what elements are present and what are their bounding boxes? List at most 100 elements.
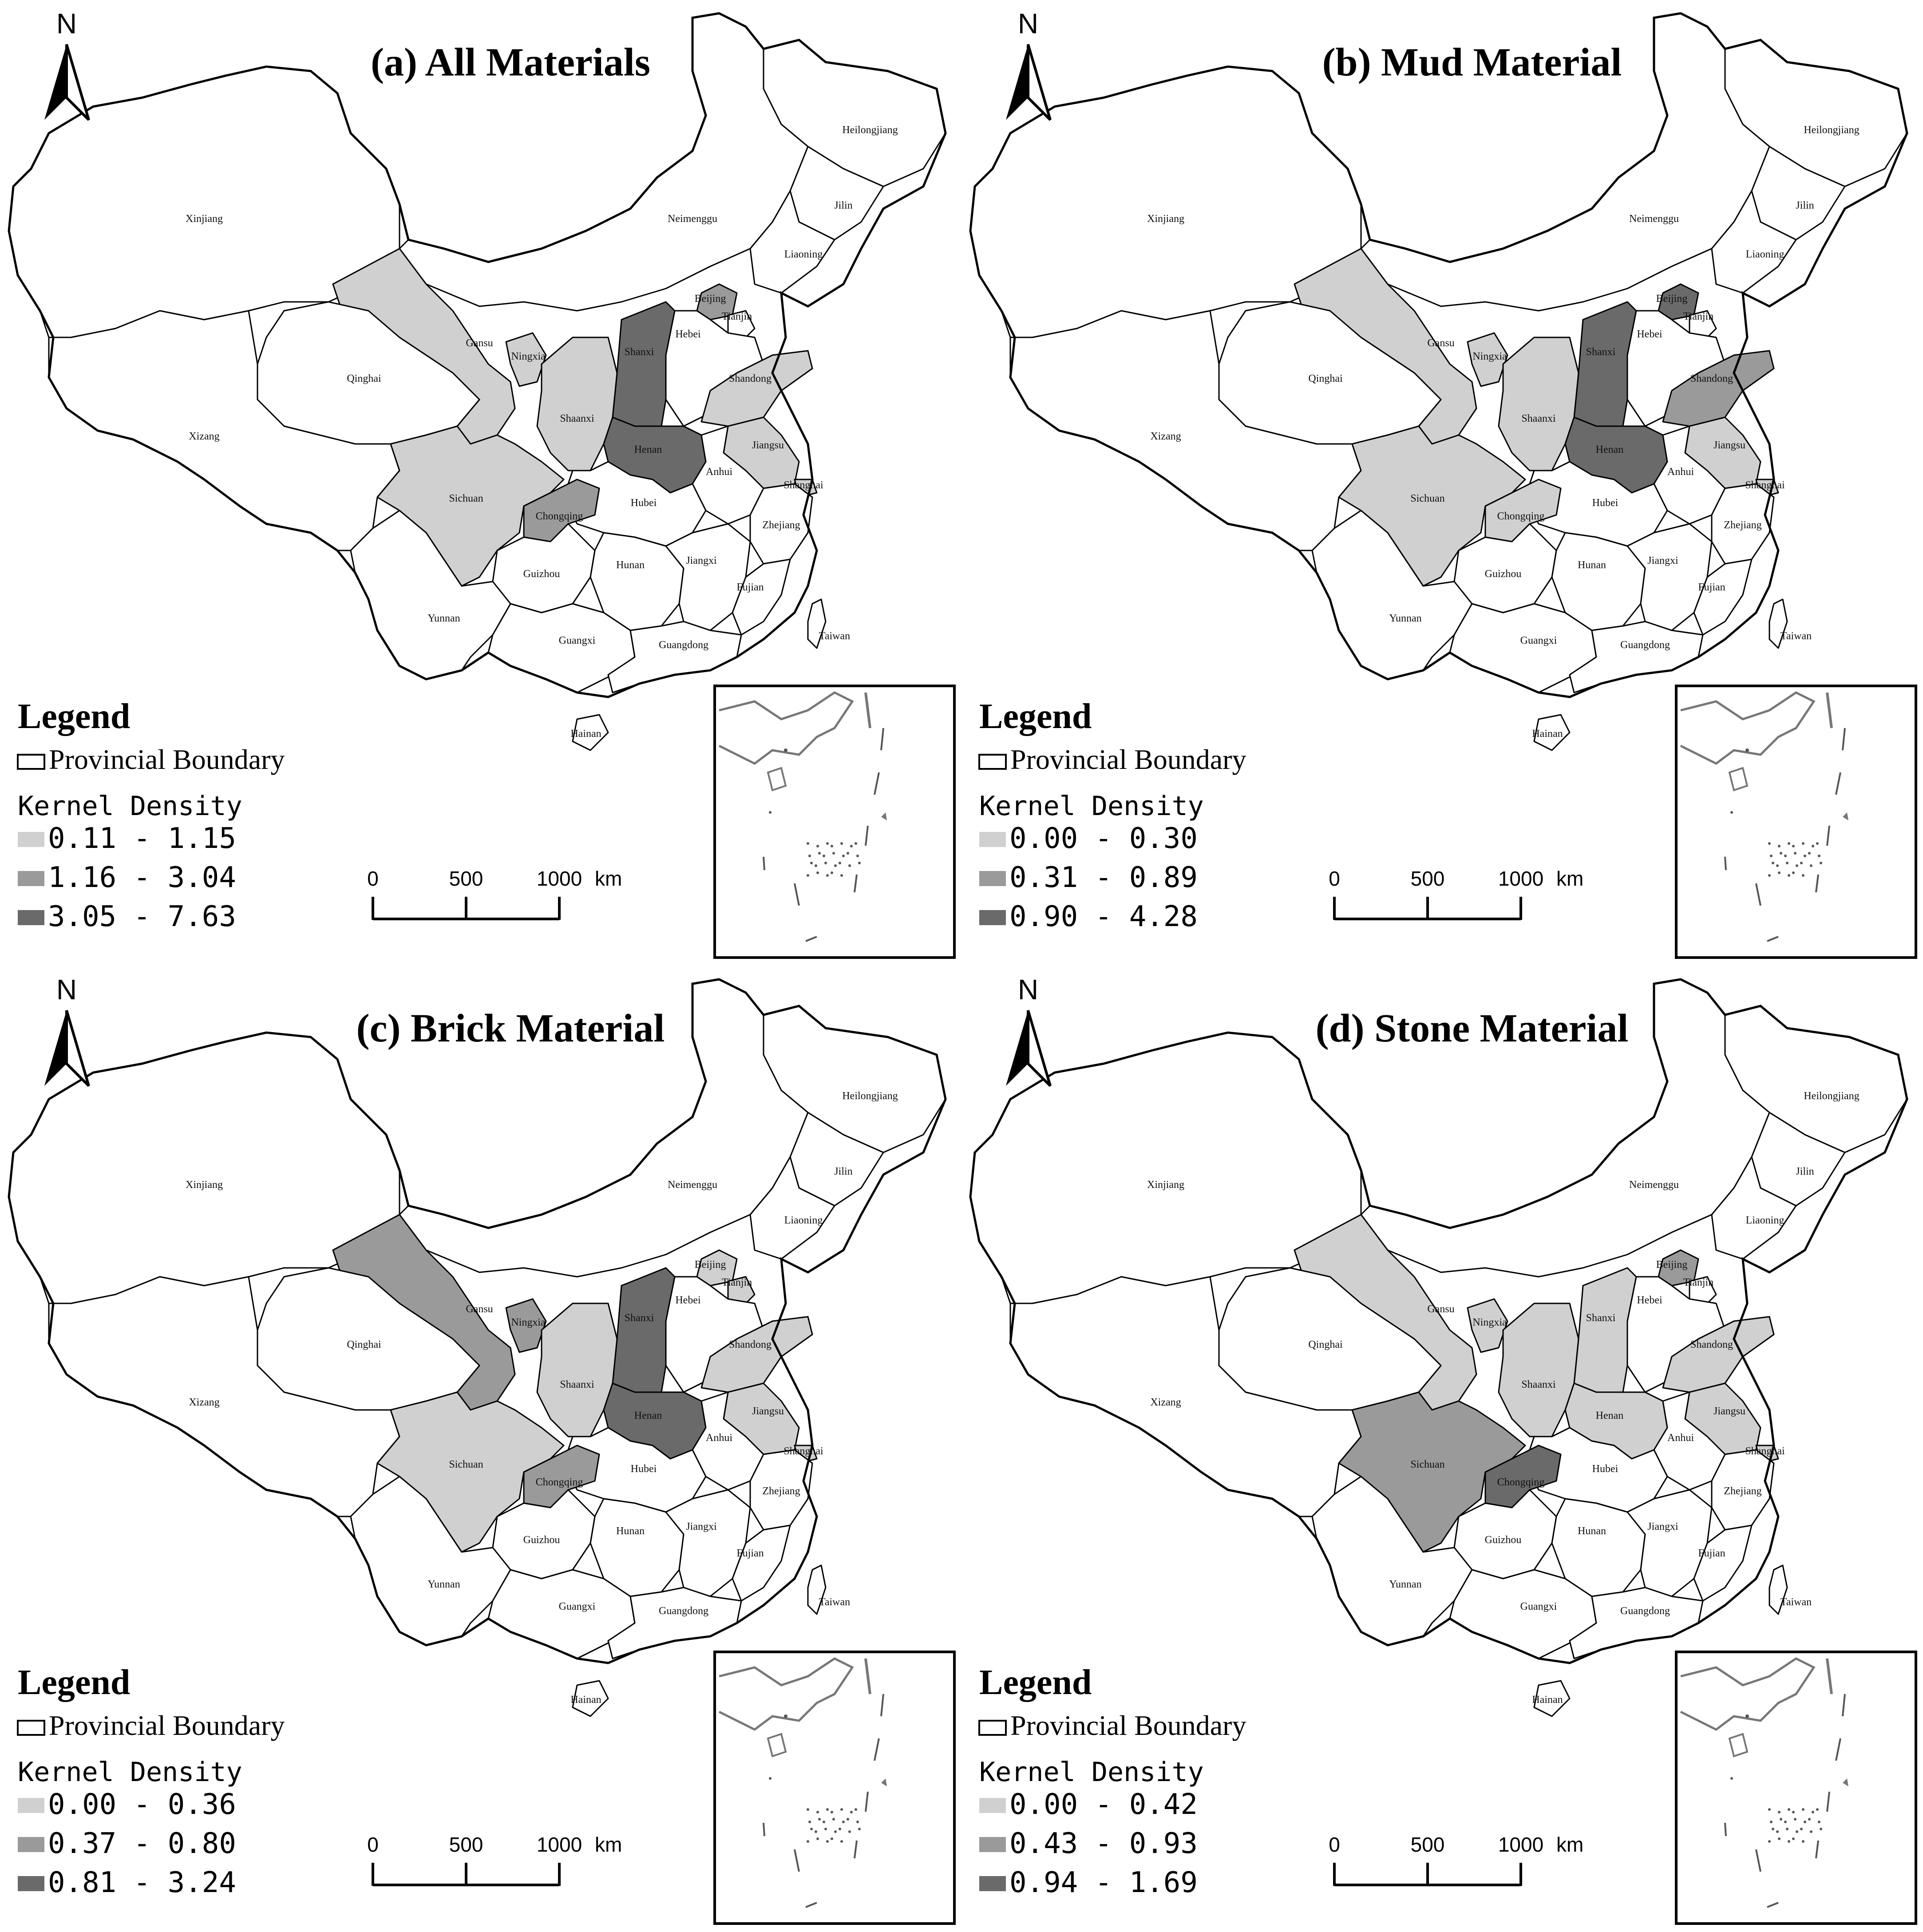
province-label-jiangxi: Jiangxi	[1647, 555, 1678, 566]
province-shaanxi	[536, 1303, 618, 1437]
south-china-sea-inset	[713, 1651, 956, 1925]
inset-island-dot	[826, 874, 829, 877]
inset-island-dot	[1818, 1821, 1820, 1823]
inset-island-dot	[1768, 1840, 1771, 1843]
legend-class-2: 0.43 - 0.93	[1009, 1827, 1198, 1860]
inset-island-dot	[769, 811, 772, 814]
inset-island-dot	[784, 1714, 787, 1718]
province-label-jiangsu: Jiangsu	[1713, 1405, 1745, 1417]
legend-swatch-high	[979, 1876, 1006, 1891]
inset-island-dot	[1772, 1828, 1774, 1830]
inset-island-dot	[1802, 1808, 1804, 1811]
legend-swatch-mid	[18, 1837, 44, 1852]
inset-island-dot	[831, 845, 833, 847]
province-label-shaanxi: Shaanxi	[560, 1379, 594, 1390]
inset-island-dot	[1810, 864, 1812, 867]
north-arrow-icon: N	[44, 8, 90, 121]
inset-coastline	[718, 691, 854, 765]
province-label-heilongjiang: Heilongjiang	[1804, 124, 1859, 136]
province-label-chongqing: Chongqing	[1497, 511, 1545, 522]
province-label-hunan: Hunan	[1578, 1525, 1606, 1537]
south-china-sea-inset	[1675, 685, 1917, 959]
inset-island-dot	[840, 842, 843, 845]
legend-title: Legend	[18, 697, 130, 736]
inset-island-dot	[1810, 1830, 1812, 1833]
panel-b: Heilongjiang Jilin Liaoning Neimenggu Xinjia…	[969, 8, 1917, 959]
inset-island-dot	[1745, 1714, 1749, 1718]
inset-island-dot	[815, 864, 817, 867]
province-layer	[8, 12, 946, 751]
province-label-jiangsu: Jiangsu	[752, 439, 784, 451]
province-taiwan	[807, 598, 827, 649]
province-label-chongqing: Chongqing	[1497, 1477, 1545, 1488]
province-label-shanxi: Shanxi	[1586, 1312, 1616, 1324]
inset-nine-dash-segment	[880, 728, 884, 751]
inset-island-dot	[818, 852, 821, 855]
inset-hainan	[1728, 1733, 1749, 1758]
legend-class-3: 0.90 - 4.28	[1009, 900, 1198, 933]
inset-island-dot	[784, 748, 787, 752]
south-china-sea-inset	[713, 685, 956, 959]
legend-swatch-mid	[979, 1837, 1006, 1852]
scale-bar: 0 500 1000 km	[367, 1833, 622, 1886]
province-label-tianjin: Tianjin	[722, 1277, 752, 1288]
province-label-jilin: Jilin	[834, 200, 852, 211]
inset-island-dot	[834, 1830, 837, 1833]
province-label-jiangxi: Jiangxi	[686, 555, 717, 566]
province-label-jiangsu: Jiangsu	[1713, 439, 1745, 451]
inset-island-dot	[1812, 1811, 1814, 1813]
province-label-shaanxi: Shaanxi	[1521, 413, 1556, 424]
inset-island-dot	[1794, 852, 1796, 855]
inset-island-dot	[850, 1811, 853, 1813]
north-arrow-icon: N	[1006, 8, 1052, 121]
province-label-tianjin: Tianjin	[722, 311, 752, 322]
province-hainan	[1533, 714, 1571, 751]
province-label-neimenggu: Neimenggu	[1629, 213, 1679, 225]
province-label-ningxia: Ningxia	[511, 1317, 546, 1328]
province-label-liaoning: Liaoning	[784, 249, 823, 260]
province-label-fujian: Fujian	[1698, 1548, 1725, 1559]
inset-island-dot	[1778, 1837, 1781, 1840]
province-label-guizhou: Guizhou	[1485, 1534, 1522, 1546]
province-label-liaoning: Liaoning	[1746, 249, 1785, 260]
inset-island-dot	[847, 1818, 849, 1821]
legend-class-1: 0.00 - 0.30	[1009, 822, 1198, 855]
province-label-hubei: Hubei	[631, 497, 657, 509]
inset-hainan	[767, 1733, 787, 1758]
legend-class-3: 0.94 - 1.69	[1009, 1866, 1198, 1899]
province-label-guangdong: Guangdong	[1620, 1605, 1670, 1617]
province-label-shaanxi: Shaanxi	[1521, 1379, 1556, 1390]
inset-nine-dash-segment	[854, 1840, 858, 1859]
inset-island-dot	[832, 1818, 835, 1821]
legend-boundary-swatch	[17, 1720, 45, 1736]
province-label-gansu: Gansu	[1427, 337, 1454, 349]
province-label-beijing: Beijing	[695, 1259, 726, 1271]
province-layer	[8, 978, 946, 1717]
inset-island-dot	[1784, 1821, 1787, 1823]
province-hainan	[572, 1680, 609, 1717]
province-label-hebei: Hebei	[1637, 1295, 1662, 1306]
inset-frame	[713, 685, 956, 959]
inset-nine-dash-segment	[1835, 1738, 1841, 1761]
province-label-hubei: Hubei	[1592, 497, 1618, 509]
inset-island-dot	[855, 1808, 857, 1811]
north-label: N	[1018, 974, 1038, 1006]
province-label-neimenggu: Neimenggu	[1629, 1179, 1679, 1191]
inset-island-mark	[881, 1778, 887, 1786]
north-label: N	[56, 8, 77, 40]
province-label-jilin: Jilin	[1796, 200, 1814, 211]
inset-island-dot	[808, 855, 811, 857]
inset-island-dot	[1770, 1821, 1773, 1823]
legend-boundary-swatch	[17, 754, 45, 770]
province-shaanxi	[1498, 1303, 1579, 1437]
province-label-xinjiang: Xinjiang	[186, 213, 223, 225]
legend-swatch-high	[979, 910, 1006, 925]
inset-island-dot	[1808, 1818, 1811, 1821]
province-fujian	[1693, 558, 1753, 636]
province-label-fujian: Fujian	[736, 1548, 764, 1559]
inset-island-dot	[858, 862, 861, 864]
inset-island-dot	[1788, 1808, 1790, 1811]
province-layer	[969, 12, 1908, 751]
